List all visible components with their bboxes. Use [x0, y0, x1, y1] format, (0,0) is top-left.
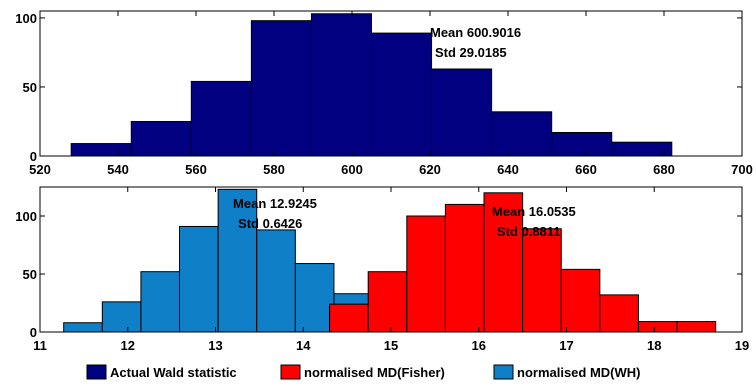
histogram-bar [217, 188, 258, 333]
legend-label-wald: Actual Wald statistic [110, 365, 237, 380]
annotation-mean: Mean 600.9016 [430, 25, 521, 40]
histogram-bar [611, 141, 673, 157]
legend-swatch-wald [86, 364, 107, 380]
x-tick-label: 580 [263, 162, 285, 177]
x-tick-label: 560 [185, 162, 207, 177]
x-tick-label: 16 [472, 338, 486, 353]
annotation-std: Std 0.6426 [238, 216, 302, 231]
histogram-bar [130, 120, 192, 157]
histogram-bar [431, 68, 493, 157]
x-tick-label: 17 [559, 338, 573, 353]
histogram-bar [560, 268, 601, 333]
x-tick-label: 520 [29, 162, 51, 177]
y-tick-label: 0 [30, 325, 37, 340]
x-tick-label: 600 [341, 162, 363, 177]
annotation-mean: Mean 16.0535 [492, 204, 576, 219]
histogram-bar [329, 303, 369, 333]
histogram-bar [551, 132, 613, 157]
x-tick-label: 14 [296, 338, 311, 353]
histogram-bar [256, 229, 296, 333]
histogram-bar [491, 111, 553, 157]
legend: Actual Wald statistic normalised MD(Fish… [86, 364, 641, 380]
histogram-bar [444, 203, 485, 333]
x-tick-label: 12 [121, 338, 135, 353]
histogram-bar [676, 321, 717, 333]
histogram-bar [310, 13, 373, 157]
x-tick-label: 680 [653, 162, 675, 177]
panel-wald-histogram: 520 540 560 580 600 620 640 660 680 700 0 50 100 Mean… [15, 10, 753, 177]
histogram-bar [637, 321, 678, 333]
histogram-bar [599, 294, 639, 333]
y-tick-label: 100 [15, 209, 37, 224]
legend-label-fisher: normalised MD(Fisher) [304, 365, 445, 380]
legend-swatch-fisher [280, 364, 301, 380]
histogram-bar [250, 20, 312, 157]
x-tick-label: 700 [731, 162, 753, 177]
histogram-bar [101, 301, 142, 333]
x-tick-label: 19 [735, 338, 749, 353]
x-tick-label: 660 [575, 162, 597, 177]
x-tick-label: 540 [107, 162, 129, 177]
x-tick-label: 620 [419, 162, 441, 177]
x-tick-label: 11 [33, 338, 47, 353]
y-tick-label: 50 [23, 267, 37, 282]
panel-md-histogram: 11 12 13 14 15 16 17 18 19 0 50 100 Mean 12.9245 Std … [15, 186, 749, 353]
y-tick-label: 0 [30, 149, 37, 164]
legend-swatch-wh [493, 364, 514, 380]
x-tick-label: 18 [647, 338, 661, 353]
histogram-bar [140, 271, 181, 333]
histogram-bar [367, 271, 408, 333]
histogram-bar [63, 322, 103, 333]
x-tick-label: 13 [208, 338, 222, 353]
histogram-bar [190, 80, 252, 157]
annotation-std: Std 29.0185 [435, 45, 507, 60]
annotation-mean: Mean 12.9245 [233, 196, 317, 211]
plot-frame [39, 10, 743, 157]
y-tick-label: 100 [15, 11, 37, 26]
x-tick-label: 640 [497, 162, 519, 177]
histogram-bar [406, 215, 446, 333]
x-tick-label: 15 [384, 338, 398, 353]
annotation-std: Std 0.8811 [497, 224, 561, 239]
histogram-bar [70, 143, 132, 157]
histogram-bar [179, 225, 219, 333]
histogram-bar [371, 32, 433, 157]
histogram-bar [522, 228, 562, 333]
legend-label-wh: normalised MD(WH) [517, 365, 641, 380]
histogram-bar [294, 263, 335, 333]
y-tick-label: 50 [23, 80, 37, 95]
